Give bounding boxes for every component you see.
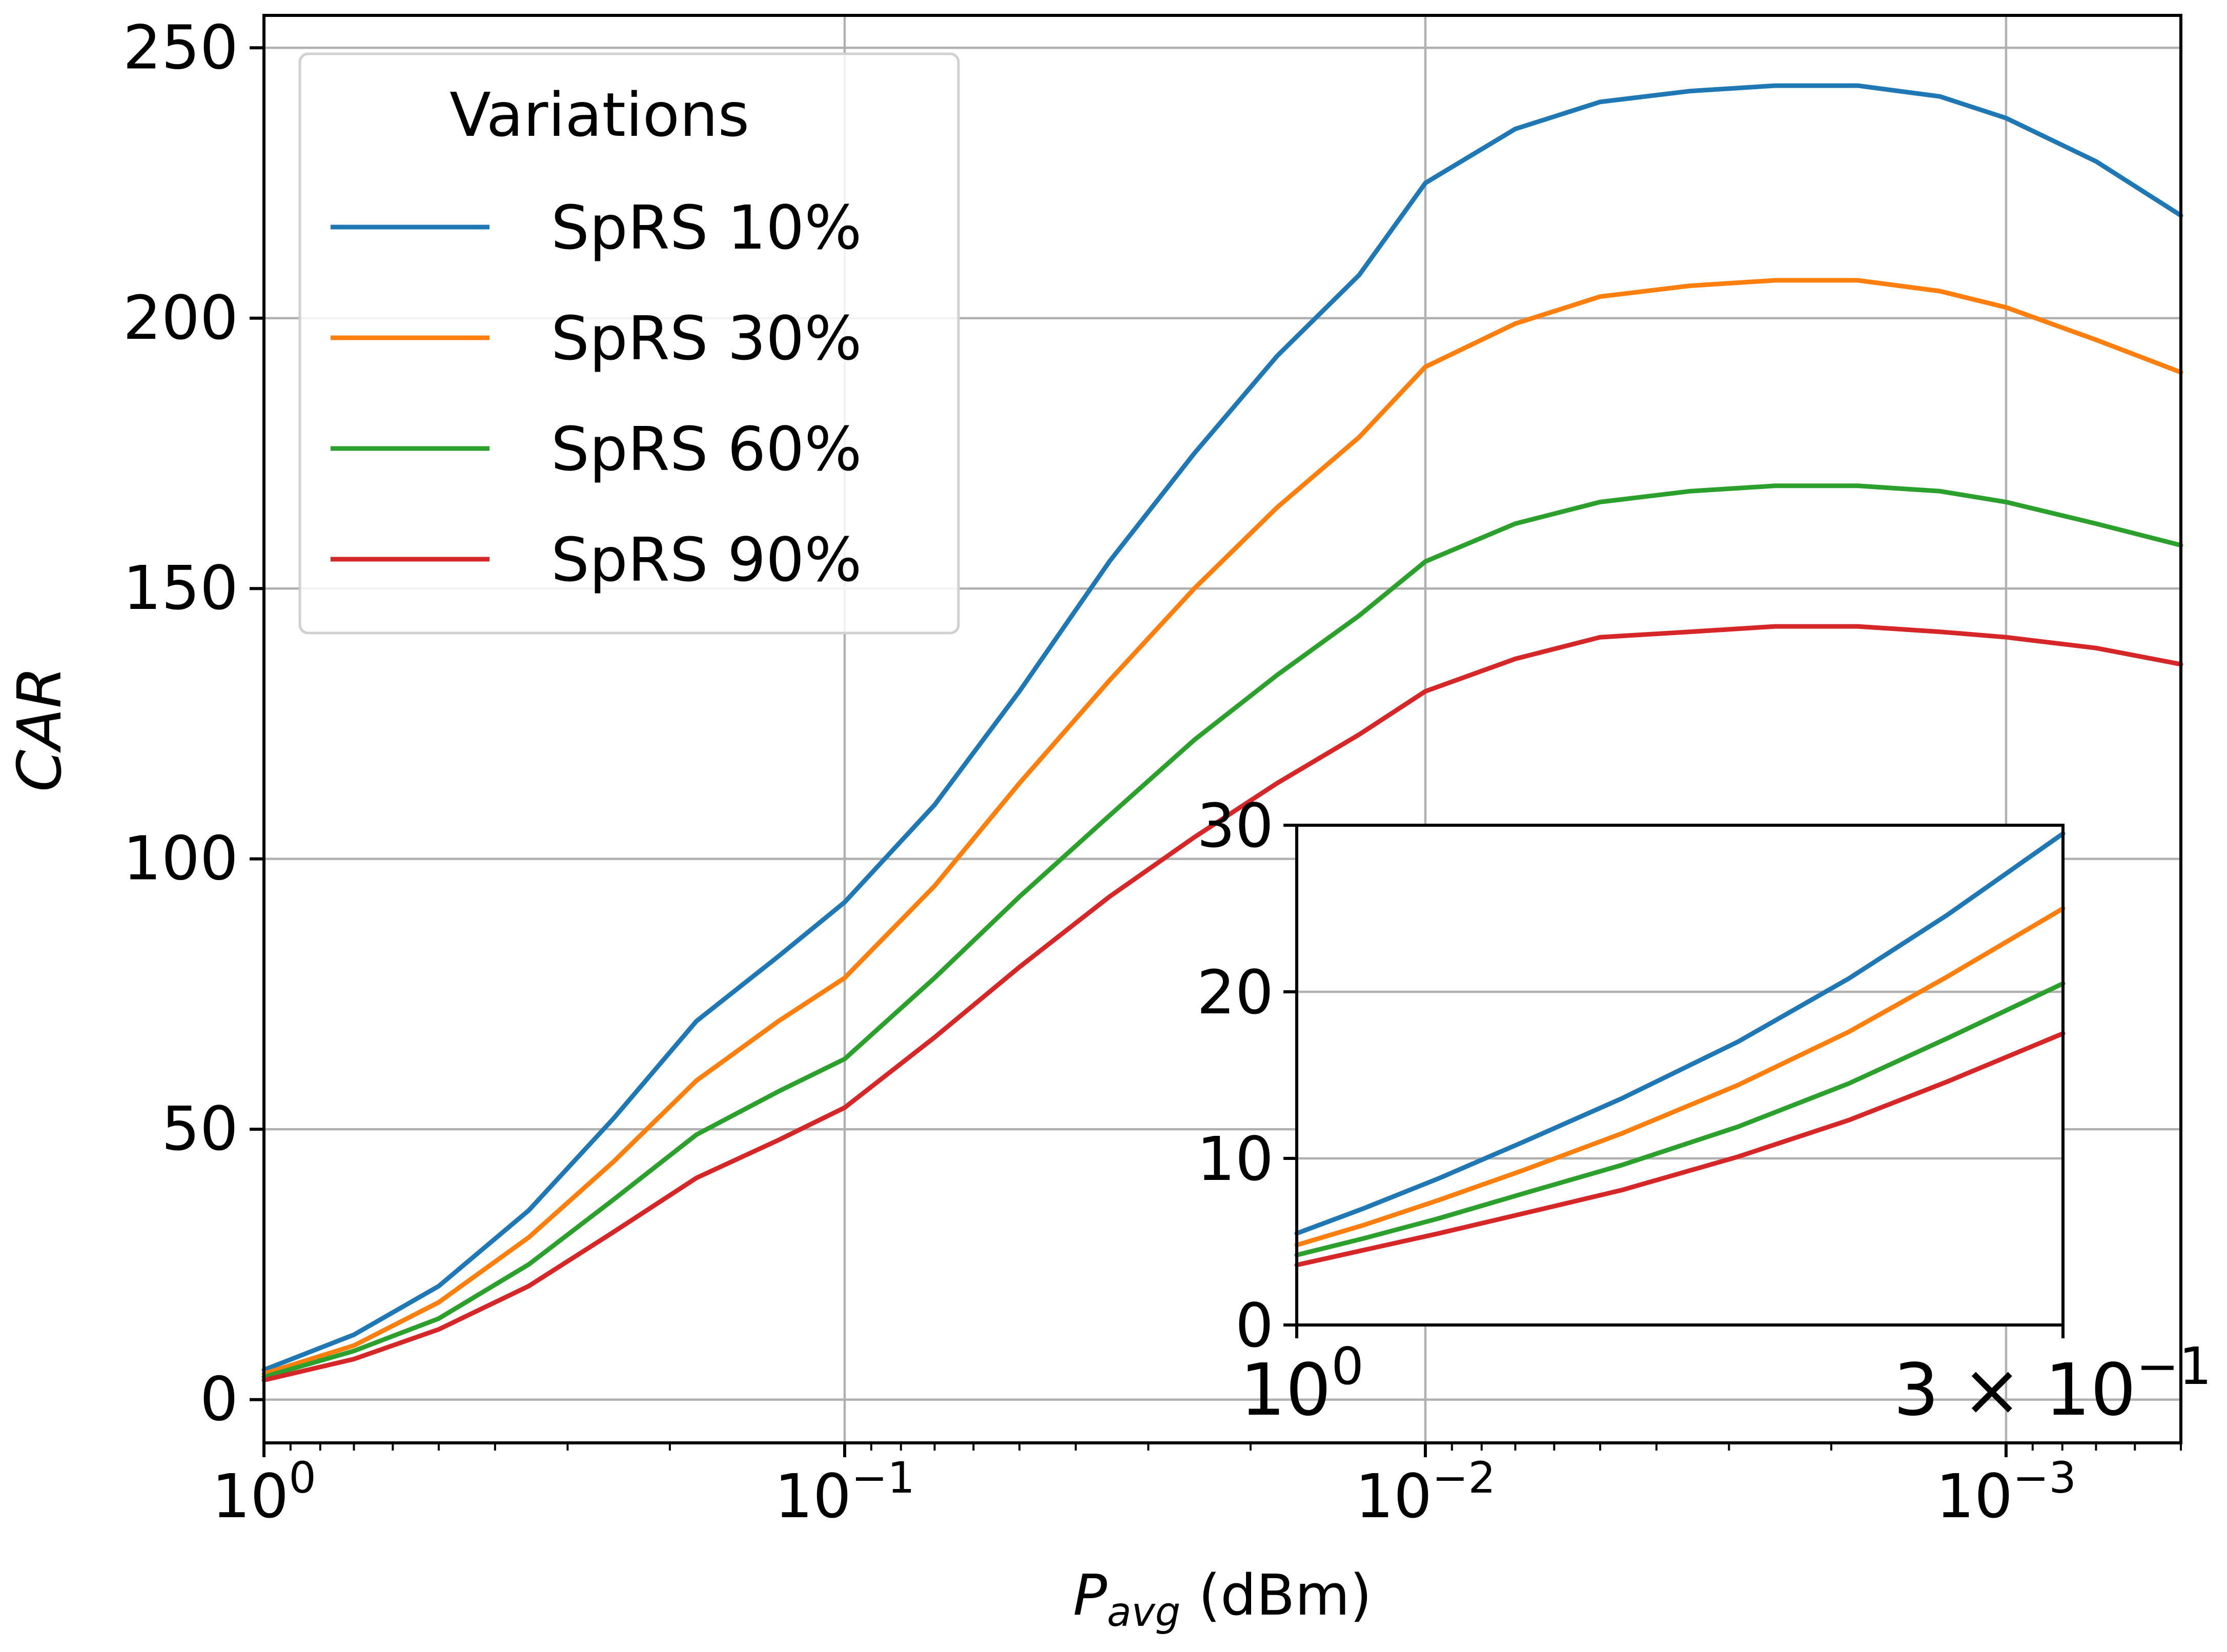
legend-label-2: SpRS 60%: [551, 414, 862, 484]
x-tick-label-exponent-2: −2: [1432, 1453, 1496, 1503]
inset-x-tick-label-0: 100: [1240, 1336, 1364, 1432]
y-axis-label: CAR: [4, 666, 75, 792]
inset-y-tick-label-3: 30: [1197, 790, 1274, 861]
inset-plot-frame: [1295, 824, 2065, 1327]
main-plot-frame: [262, 14, 2182, 1444]
y-tick-label-4: 200: [123, 282, 238, 353]
legend-label-3: SpRS 90%: [551, 524, 862, 595]
main-tick-marks: [250, 46, 2182, 1457]
inset-series-group: [1294, 831, 2066, 1268]
inset-x-tick-label-base-0: 10: [1240, 1349, 1331, 1432]
x-tick-label-2: 10−2: [1355, 1453, 1496, 1532]
inset-series-line-sprs-90-: [1294, 1031, 2066, 1268]
x-axis-label: Pavg (dBm): [1073, 1562, 1372, 1636]
x-axis-label-unit: (dBm): [1180, 1562, 1372, 1628]
inset-background: [1297, 825, 2063, 1325]
inset-series-line-sprs-10-: [1294, 831, 2066, 1236]
main-series-group: [261, 83, 2183, 1383]
inset-y-tick-label-1: 10: [1197, 1124, 1274, 1194]
legend-title: Variations: [450, 79, 749, 150]
y-tick-label-0: 0: [200, 1364, 238, 1435]
inset-x-tick-label-exponent-0: 0: [1331, 1336, 1364, 1396]
legend-box: [298, 52, 960, 635]
y-tick-label-3: 150: [123, 553, 238, 623]
legend-label-1: SpRS 30%: [551, 303, 862, 374]
inset-series-line-sprs-30-: [1294, 906, 2066, 1248]
x-tick-label-exponent-1: −1: [851, 1453, 915, 1503]
legend-label-0: SpRS 10%: [551, 192, 862, 263]
y-tick-label-1: 50: [161, 1093, 238, 1164]
series-line-sprs-30-: [261, 278, 2183, 1376]
x-tick-label-0: 100: [212, 1453, 316, 1532]
inset-series-line-sprs-60-: [1294, 981, 2066, 1257]
x-tick-label-1: 10−1: [774, 1453, 915, 1532]
inset-x-tick-label-base-1: 3 × 10: [1893, 1349, 2136, 1432]
x-tick-label-base-0: 10: [212, 1461, 289, 1532]
series-line-sprs-10-: [261, 83, 2183, 1373]
x-axis-label-main: P: [1073, 1562, 1107, 1628]
inset-y-tick-label-0: 0: [1235, 1290, 1274, 1361]
x-tick-label-3: 10−3: [1936, 1453, 2076, 1532]
series-line-sprs-60-: [261, 483, 2183, 1379]
y-tick-label-2: 100: [123, 823, 238, 894]
legend-entries: SpRS 10% SpRS 30% SpRS 60% SpRS 90%: [331, 192, 862, 595]
x-tick-label-exponent-3: −3: [2013, 1453, 2076, 1503]
x-tick-label-exponent-0: 0: [289, 1453, 316, 1503]
series-line-sprs-90-: [261, 624, 2183, 1383]
inset-tick-marks: [1283, 824, 2065, 1338]
y-tick-label-5: 250: [123, 12, 238, 83]
x-tick-label-base-1: 10: [774, 1461, 851, 1532]
inset-y-tick-label-2: 20: [1197, 957, 1274, 1028]
inset-x-tick-label-1: 3 × 10−1: [1893, 1336, 2212, 1432]
x-tick-label-base-3: 10: [1936, 1461, 2013, 1532]
x-tick-label-base-2: 10: [1355, 1461, 1432, 1532]
inset-x-tick-label-exponent-1: −1: [2136, 1336, 2212, 1396]
x-axis-label-subscript: avg: [1107, 1589, 1180, 1636]
legend: Variations SpRS 10%SpRS 30%SpRS 60%SpRS …: [298, 52, 960, 635]
